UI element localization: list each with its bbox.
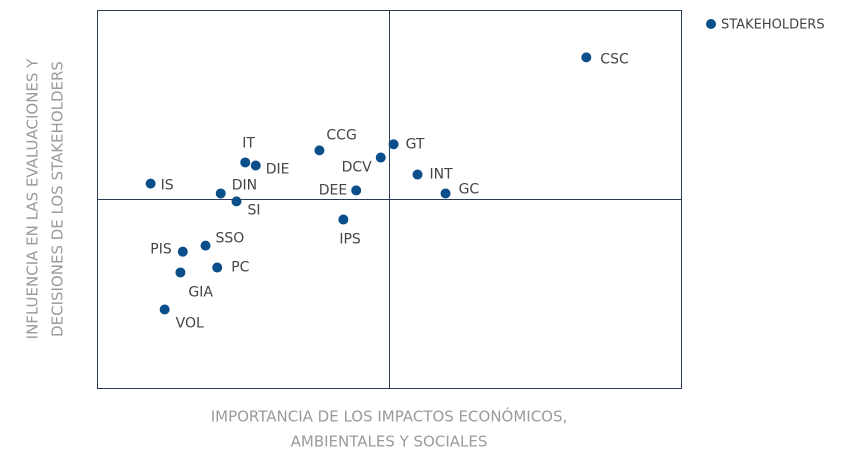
point — [388, 139, 399, 150]
legend-label: STAKEHOLDERS — [721, 18, 825, 33]
point — [215, 188, 226, 199]
point-label: GIA — [188, 284, 213, 300]
point — [351, 185, 362, 196]
point — [412, 169, 423, 180]
point-label: IPS — [339, 232, 361, 248]
point-label: SI — [247, 202, 260, 218]
point — [240, 157, 251, 168]
x-axis-title: IMPORTANCIA DE LOS IMPACTOS ECONÓMICOS, — [211, 407, 568, 426]
point — [212, 262, 223, 273]
point-label: CSC — [600, 51, 629, 67]
point — [159, 304, 170, 315]
point-label: INT — [430, 167, 454, 183]
y-axis-title: INFLUENCIA EN LAS EVALUACIONES Y — [24, 58, 42, 340]
y-axis-title: DECISIONES DE LOS STAKEHOLDERS — [49, 61, 67, 337]
point-label: GT — [406, 136, 425, 152]
point — [231, 196, 242, 207]
point-label: VOL — [176, 315, 204, 331]
point-label: CCG — [326, 127, 356, 143]
point — [338, 214, 349, 225]
point-label: PIS — [150, 242, 172, 258]
point-label: PC — [231, 260, 249, 276]
point — [145, 178, 156, 189]
point — [175, 267, 186, 278]
point — [250, 160, 261, 171]
point-label: DIE — [266, 161, 290, 177]
point-label: DEE — [319, 182, 347, 198]
point-label: IS — [161, 178, 174, 194]
point-label: GC — [459, 181, 480, 197]
x-axis-title: AMBIENTALES Y SOCIALES — [291, 433, 488, 451]
point — [177, 246, 188, 257]
point — [375, 152, 386, 163]
point-label: DIN — [232, 177, 257, 193]
point-label: SSO — [216, 231, 245, 247]
point — [200, 240, 211, 251]
point — [581, 52, 592, 63]
point-label: IT — [242, 135, 255, 151]
legend-marker — [706, 19, 716, 29]
point-label: DCV — [342, 160, 373, 176]
point — [314, 145, 325, 156]
point — [440, 188, 451, 199]
